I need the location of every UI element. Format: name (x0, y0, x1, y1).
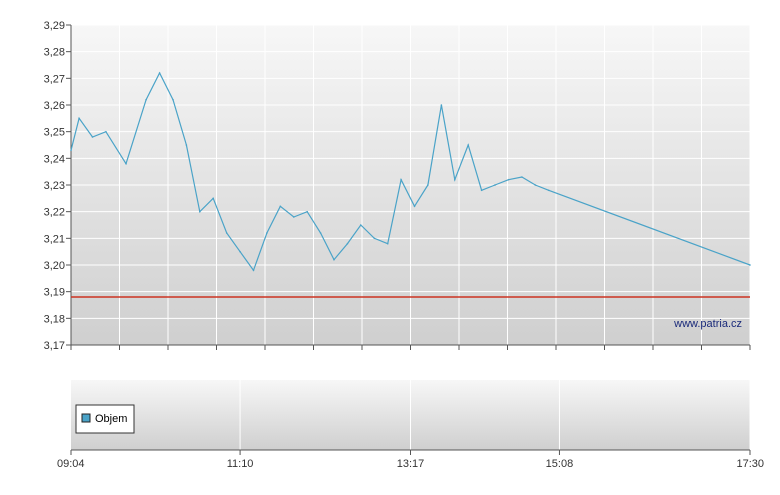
price-y-tick-label: 3,20 (44, 260, 65, 272)
price-point (306, 210, 309, 213)
price-series-points (70, 72, 751, 272)
price-gridlines (71, 24, 751, 346)
price-y-tick-label: 3,27 (44, 73, 65, 85)
price-point (507, 178, 510, 181)
price-point (454, 178, 456, 181)
volume-x-tick-label: 13:17 (397, 458, 425, 470)
price-point (413, 205, 416, 208)
price-point (333, 258, 335, 261)
price-point (78, 117, 80, 120)
legend-swatch (81, 413, 91, 423)
price-point (212, 197, 214, 200)
price-point (534, 184, 537, 186)
price-point (386, 242, 389, 245)
volume-x-tick-label: 17:30 (736, 458, 764, 470)
price-point (252, 269, 255, 272)
price-point (185, 144, 188, 146)
volume-panel: 09:04 11:10 13:17 15:08 17:30 Objem (57, 380, 764, 470)
price-point (70, 149, 72, 152)
volume-x-tick-label: 09:04 (57, 458, 85, 470)
price-point (749, 264, 751, 266)
legend-label: Objem (95, 413, 127, 425)
price-y-tick-label: 3,24 (44, 153, 65, 165)
price-point (293, 216, 295, 218)
price-y-tick-label: 3,22 (44, 207, 65, 219)
price-y-tick-label: 3,18 (44, 313, 65, 325)
price-point (360, 224, 362, 226)
price-point (225, 232, 228, 234)
price-point (91, 136, 94, 138)
price-panel: 3,17 3,18 3,19 3,20 3,21 3,22 3,23 3,24 3,25 3,26… (44, 20, 751, 352)
volume-x-tick-label: 11:10 (227, 458, 254, 470)
watermark-text: www.patria.cz (673, 318, 742, 330)
price-y-tick-label: 3,29 (44, 20, 65, 32)
price-point (427, 184, 429, 186)
price-point (125, 162, 127, 165)
price-y-tick-label: 3,28 (44, 47, 65, 59)
price-point (440, 104, 443, 106)
price-point (239, 250, 241, 253)
volume-gridlines (239, 380, 751, 450)
price-point (319, 232, 322, 234)
price-point (494, 184, 496, 186)
price-point (266, 232, 268, 234)
volume-legend: Objem (75, 404, 135, 434)
price-y-tick-label: 3,21 (44, 233, 65, 245)
price-point (467, 144, 470, 146)
price-point (199, 210, 201, 213)
price-point (547, 189, 550, 192)
price-y-ticks: 3,17 3,18 3,19 3,20 3,21 3,22 3,23 3,24 3,25 3,26… (44, 20, 71, 352)
price-point (373, 237, 376, 240)
price-y-tick-label: 3,25 (44, 127, 65, 139)
price-y-tick-label: 3,17 (44, 340, 65, 352)
price-point (158, 72, 161, 74)
price-point (145, 98, 147, 101)
price-point (521, 176, 523, 178)
price-y-tick-label: 3,23 (44, 180, 65, 192)
price-y-tick-label: 3,26 (44, 100, 65, 112)
price-y-tick-label: 3,19 (44, 287, 65, 299)
price-x-ticks (70, 345, 751, 350)
price-point (172, 98, 174, 101)
volume-x-tick-label: 15:08 (546, 458, 574, 470)
volume-x-ticks: 09:04 11:10 13:17 15:08 17:30 (57, 450, 764, 470)
price-point (279, 205, 282, 208)
price-point (346, 242, 349, 245)
price-point (480, 189, 483, 192)
price-point (400, 178, 402, 181)
price-point (105, 130, 107, 133)
